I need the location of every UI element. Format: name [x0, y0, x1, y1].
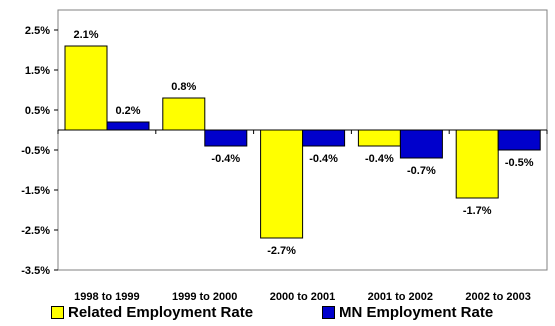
- bar-related: [455, 129, 499, 199]
- data-label: -0.4%: [211, 153, 240, 165]
- legend-swatch-mn: [322, 306, 335, 319]
- legend-label-related: Related Employment Rate: [68, 304, 254, 321]
- x-tick-label: 2001 to 2002: [368, 291, 433, 303]
- data-label: 0.8%: [171, 81, 196, 93]
- y-tick-label: 1.5%: [25, 65, 50, 77]
- bar-mn: [204, 129, 248, 147]
- bar-mn: [497, 129, 541, 151]
- legend-label-mn: MN Employment Rate: [339, 304, 494, 321]
- bar-mn: [106, 121, 150, 131]
- y-tick-label: -3.5%: [21, 265, 50, 277]
- x-tick-label: 1999 to 2000: [172, 291, 237, 303]
- data-label: -0.4%: [309, 153, 338, 165]
- x-tick-label: 1998 to 1999: [74, 291, 139, 303]
- data-label: -1.7%: [463, 205, 492, 217]
- bar-related: [64, 45, 108, 131]
- x-tick-label: 2002 to 2003: [465, 291, 530, 303]
- bar-mn: [302, 129, 346, 147]
- plot-area: [57, 9, 548, 271]
- data-label: -0.5%: [505, 157, 534, 169]
- y-tick-label: -0.5%: [21, 145, 50, 157]
- data-label: 2.1%: [73, 29, 98, 41]
- bar-related: [162, 97, 206, 131]
- legend: Related Employment Rate MN Employment Ra…: [0, 304, 555, 326]
- legend-swatch-related: [51, 306, 64, 319]
- data-label: -0.4%: [365, 153, 394, 165]
- data-label: 0.2%: [115, 105, 140, 117]
- bar-related: [357, 129, 401, 147]
- data-label: -2.7%: [267, 245, 296, 257]
- chart: 2.5% 1.5% 0.5% -0.5% -1.5% -2.5% -3.5% 2.1% 0.8%…: [21, 9, 548, 303]
- y-tick-label: -2.5%: [21, 225, 50, 237]
- data-label: -0.7%: [407, 165, 436, 177]
- y-tick-label: 2.5%: [25, 25, 50, 37]
- bar-mn: [399, 129, 443, 159]
- legend-item-related: Related Employment Rate: [51, 304, 253, 321]
- y-tick-label: -1.5%: [21, 185, 50, 197]
- x-tick-label: 2000 to 2001: [270, 291, 335, 303]
- y-tick-label: 0.5%: [25, 105, 50, 117]
- legend-item-mn: MN Employment Rate: [322, 304, 493, 321]
- bar-related: [260, 129, 304, 239]
